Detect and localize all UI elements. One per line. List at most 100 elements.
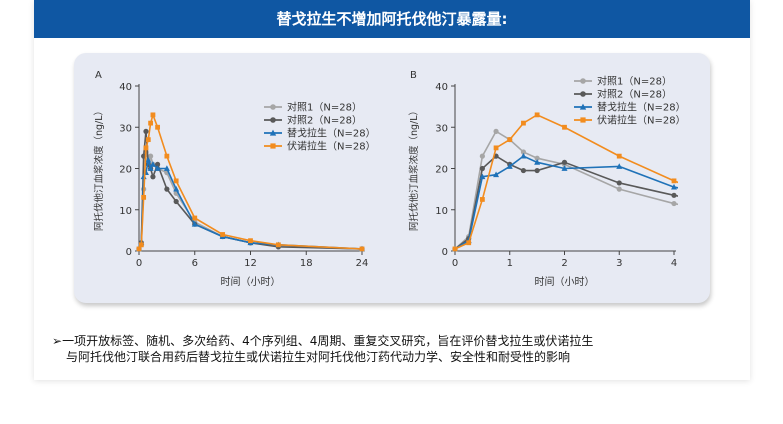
panel-label: B [410,70,417,81]
legend-label: 对照2（N=28） [287,114,362,127]
data-point [220,232,226,237]
data-point [479,197,485,202]
x-tick-label: 24 [356,258,369,269]
plot-area [136,112,365,252]
chart-B: B 0 10 20 30 40 0 1 2 3 4 时间（小时） 阿托伐他汀血浆浓度（ng/L） 对照1（… [408,70,688,288]
data-point [173,185,180,192]
data-point [191,220,198,227]
data-point [141,194,147,200]
legend-marker [580,117,586,123]
data-point [452,246,458,252]
data-point [164,186,170,192]
data-point [683,183,688,188]
legend-marker [580,78,586,84]
data-point [682,203,687,208]
data-point [682,186,688,192]
data-point [520,167,527,174]
data-point [561,165,568,171]
data-point [562,124,567,130]
data-point [248,238,253,244]
data-point [150,174,156,180]
y-tick-label: 20 [435,165,448,176]
data-point [671,178,677,184]
data-point [479,173,486,180]
series-line [138,151,363,250]
data-point [534,112,540,118]
data-point [561,159,568,165]
legend-label: 伏诺拉生（N=28） [597,114,686,127]
y-tick-label: 40 [435,82,448,93]
legend-marker [579,103,587,110]
data-point [154,165,161,171]
data-point [493,128,499,134]
plot-area [452,112,688,252]
data-point [616,180,622,186]
data-point [616,163,623,169]
data-point [164,153,170,159]
series-line [454,113,678,250]
x-tick-label: 3 [616,258,622,269]
data-point [507,137,513,143]
data-point [148,153,154,159]
x-tick-label: 12 [244,258,257,269]
data-point [520,149,527,155]
data-point [145,157,152,163]
legend-label: 替戈拉生（N=28） [287,127,376,140]
data-point [275,242,281,248]
data-point [359,246,365,252]
data-point [163,165,170,171]
panel-label: A [95,70,102,81]
y-tick-label: 10 [435,206,448,217]
y-tick-label: 20 [119,165,132,176]
data-point [173,178,179,184]
legend-marker [270,117,276,123]
x-axis-label: 时间（小时） [535,275,595,288]
bullet-marker: ➢ [52,334,63,348]
data-point [534,155,540,161]
slide: 替戈拉生不增加阿托伐他汀暴露量: A 0 10 20 30 40 0 6 12 18 24 时间（小时… [34,0,750,380]
data-point [521,120,526,126]
x-tick-label: 6 [192,258,198,269]
data-point [506,163,513,169]
legend-marker [270,143,276,149]
data-point [534,159,541,165]
legend-marker [270,104,276,110]
legend-marker [269,129,277,136]
data-point [150,112,156,118]
data-point [143,128,149,134]
data-point [466,240,472,246]
legend-label: 对照1（N=28） [287,101,362,114]
data-point [173,198,179,205]
series-line [138,160,363,250]
legend-label: 对照2（N=28） [597,88,672,101]
data-point [493,145,499,151]
x-tick-label: 0 [452,258,458,269]
data-point [493,171,500,178]
y-tick-label: 30 [119,123,132,134]
legend-marker [580,91,586,97]
data-point [520,152,527,159]
slide-title: 替戈拉生不增加阿托伐他汀暴露量: [34,0,750,38]
y-axis-label: 阿托伐他汀血浆浓度（ng/L） [408,106,420,231]
data-point [136,246,142,252]
data-point [671,200,677,207]
data-point [479,153,485,159]
data-point [148,120,154,126]
data-point [147,165,154,171]
data-point [534,167,540,174]
data-point [192,215,198,221]
y-tick-label: 0 [126,247,132,258]
chart-panel: A 0 10 20 30 40 0 6 12 18 24 时间（小时） 阿托伐他汀血浆浓度（ng/L） 对… [74,53,710,303]
data-point [671,192,677,198]
chart-canvas: A 0 10 20 30 40 0 6 12 18 24 时间（小时） 阿托伐他汀血浆浓度（ng/L） 对… [93,70,688,288]
x-tick-label: 18 [300,258,313,269]
data-point [616,153,622,159]
data-point [155,124,160,130]
x-axis-label: 时间（小时） [221,275,281,288]
y-tick-label: 10 [119,206,132,217]
data-point [149,161,156,167]
legend-label: 伏诺拉生（N=28） [287,140,376,153]
data-point [143,145,149,151]
data-point [138,242,144,248]
data-point [616,186,622,192]
